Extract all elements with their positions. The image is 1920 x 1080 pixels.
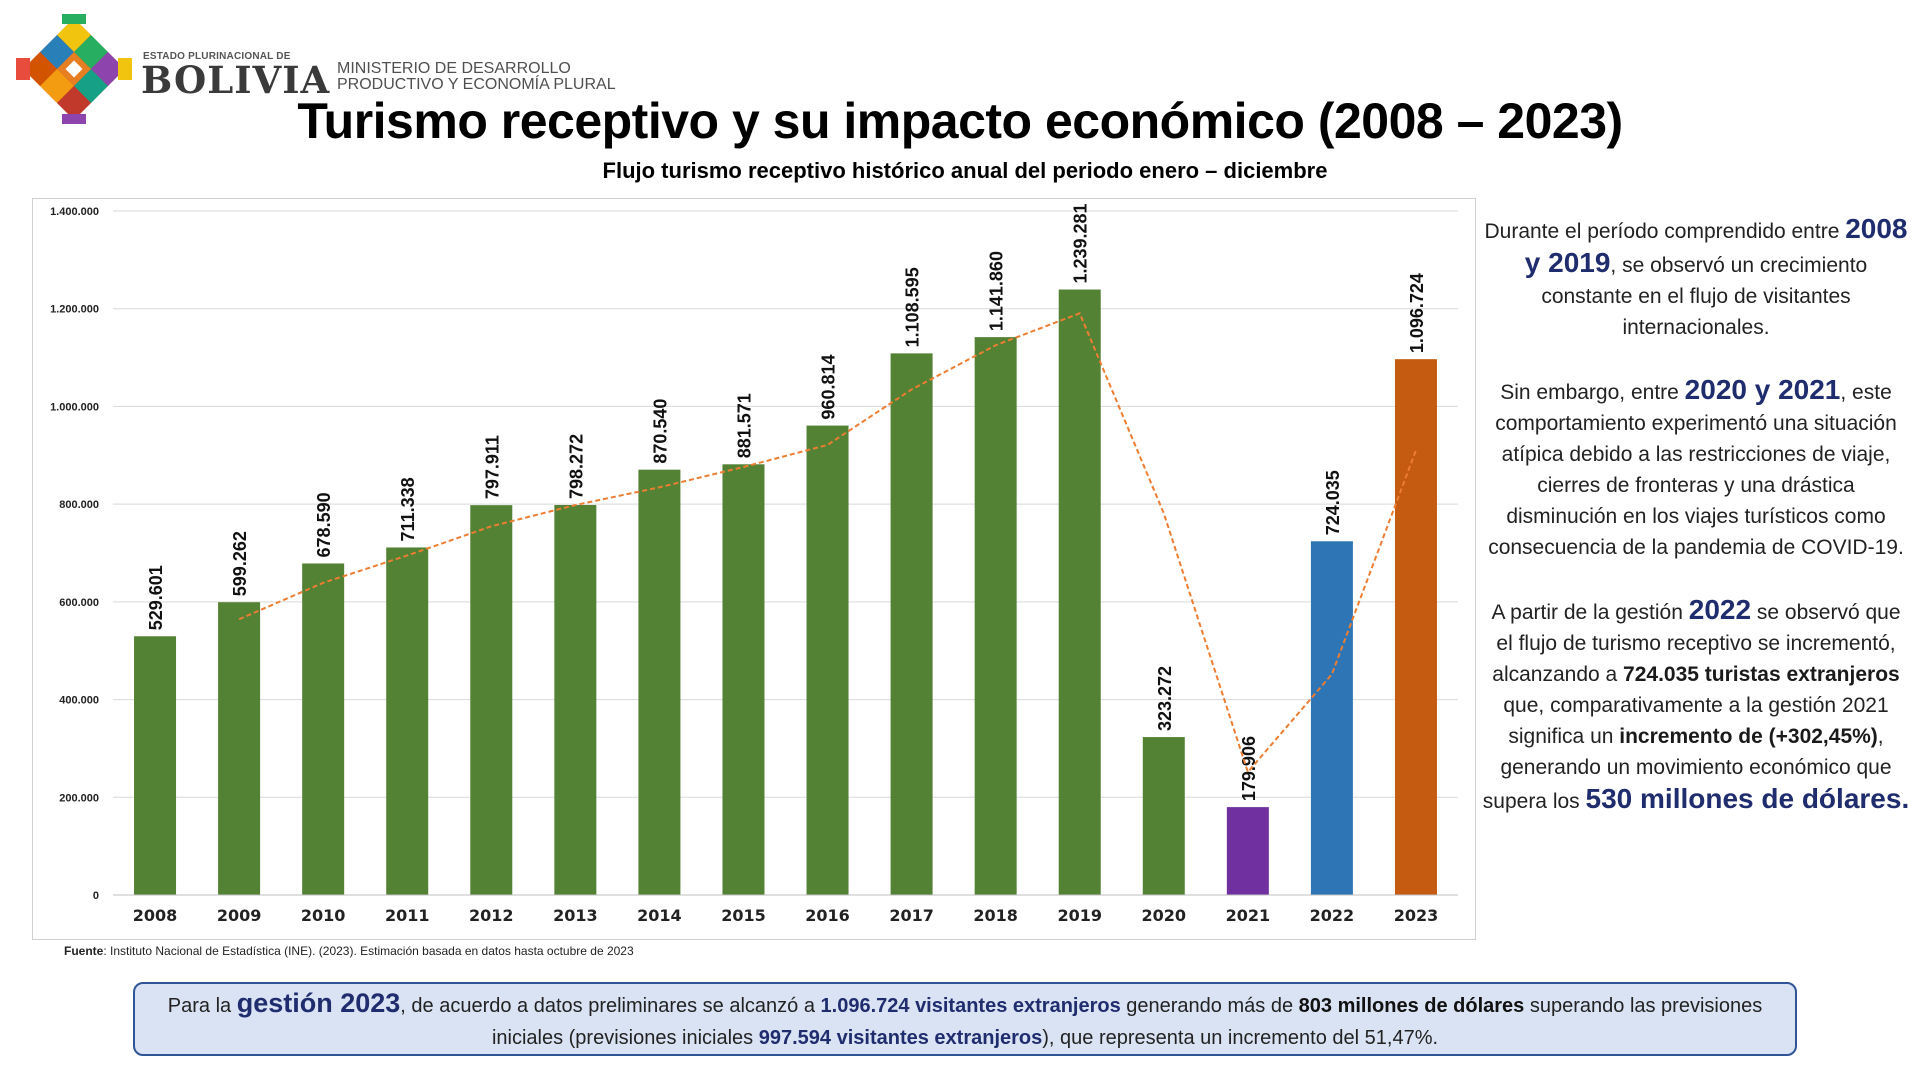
x-tick-label: 2015 (721, 906, 766, 925)
summary-forecast: 997.594 visitantes extranjeros (758, 1027, 1043, 1049)
data-label-2008: 529.601 (146, 565, 166, 630)
p2-text-b: , este comportamiento experimentó una si… (1488, 381, 1904, 559)
bar-2021 (1226, 807, 1269, 895)
y-tick-label: 1.200.000 (50, 304, 99, 316)
x-tick-label: 2014 (637, 906, 682, 925)
p3-text-b: se observó que el flujo de turismo recep… (1492, 601, 1901, 686)
x-tick-label: 2022 (1310, 906, 1355, 925)
p3-text-c: que, comparativamente a la gestión 2021 … (1503, 694, 1889, 748)
y-tick-label: 1.400.000 (50, 206, 99, 218)
y-tick-label: 1.000.000 (50, 401, 99, 413)
x-tick-label: 2019 (1057, 906, 1102, 925)
summary-text-4: superando las previsiones iniciales (pre… (491, 995, 1763, 1049)
x-tick-label: 2023 (1394, 906, 1439, 925)
x-tick-label: 2012 (469, 906, 514, 925)
y-tick-label: 600.000 (59, 597, 99, 609)
bar-2015 (722, 464, 765, 895)
x-tick-label: 2010 (301, 906, 346, 925)
summary-revenue: 803 millones de dólares (1298, 995, 1525, 1017)
summary-text-3: generando más de (1126, 995, 1294, 1017)
summary-text-2: , de acuerdo a datos preliminares se alc… (400, 995, 815, 1017)
y-tick-label: 0 (93, 890, 99, 902)
p3-bold-tourists: 724.035 turistas extranjeros (1623, 663, 1900, 686)
data-label-2015: 881.571 (734, 393, 754, 458)
p3-highlight: 2022 (1688, 594, 1752, 625)
source-note: Fuente: Instituto Nacional de Estadístic… (64, 944, 634, 958)
logo-country-name: BOLIVIA (141, 58, 331, 102)
p3-highlight-amount: 530 millones de dólares (1585, 783, 1902, 814)
bar-2019 (1058, 289, 1101, 895)
p1-text-a: Durante el período comprendido entre (1484, 220, 1840, 243)
chart-subtitle: Flujo turismo receptivo histórico anual … (602, 158, 1328, 183)
bolivia-emblem-logo (16, 14, 132, 124)
bar-chart: 0 200.000 400.000 600.000 800.000 1.000.000 1.… (50, 203, 1458, 925)
bar-2010 (302, 563, 345, 895)
summary-visitors: 1.096.724 visitantes extranjeros (820, 995, 1121, 1017)
data-label-2009: 599.262 (230, 531, 250, 596)
p1-highlight: 2008 y 2019 (1524, 213, 1908, 278)
data-label-2021: 179.906 (1239, 736, 1259, 801)
x-tick-label: 2020 (1142, 906, 1187, 925)
p3-text-a: A partir de la gestión (1491, 601, 1683, 624)
x-tick-label: 2013 (553, 906, 598, 925)
data-label-2014: 870.540 (650, 399, 670, 464)
bar-2018 (974, 337, 1017, 895)
data-label-2010: 678.590 (314, 492, 334, 557)
p3-bold-increase: incremento de (+302,45%) (1619, 725, 1878, 748)
data-label-2023: 1.096.724 (1407, 273, 1427, 353)
bar-2011 (386, 547, 429, 895)
page-title: Turismo receptivo y su impacto económico… (297, 93, 1623, 149)
p2-text-a: Sin embargo, entre (1500, 381, 1679, 404)
p1-text-b: , se observó un crecimiento constante en… (1541, 254, 1868, 339)
data-label-2012: 797.911 (482, 435, 502, 499)
paragraph-pandemic: Sin embargo, entre 2020 y 2021, este com… (1482, 374, 1910, 563)
x-tick-label: 2016 (805, 906, 850, 925)
source-text: : Instituto Nacional de Estadística (INE… (103, 944, 634, 958)
bar-2014 (638, 469, 681, 895)
data-label-2011: 711.338 (398, 477, 418, 541)
summary-callout: Para la gestión 2023, de acuerdo a datos… (133, 982, 1797, 1056)
x-tick-label: 2008 (133, 906, 178, 925)
summary-text-5: ), que representa un incremento del 51,4… (1042, 1027, 1439, 1049)
y-tick-label: 200.000 (59, 792, 99, 804)
y-tick-label: 800.000 (59, 499, 99, 511)
bar-2008 (134, 636, 177, 895)
bar-2020 (1142, 737, 1185, 895)
trendline (238, 312, 1417, 775)
ministry-line-2: PRODUCTIVO Y ECONOMÍA PLURAL (337, 76, 616, 93)
data-label-2017: 1.108.595 (903, 267, 923, 347)
logo-state-label: ESTADO PLURINACIONAL DE (143, 51, 291, 62)
x-tick-label: 2018 (973, 906, 1018, 925)
data-label-2018: 1.141.860 (987, 251, 1007, 331)
data-label-2022: 724.035 (1323, 470, 1343, 535)
ministry-line-1: MINISTERIO DE DESARROLLO (337, 60, 571, 77)
summary-text-1: Para la (167, 995, 232, 1017)
y-tick-label: 400.000 (59, 695, 99, 707)
bar-2012 (470, 505, 513, 895)
ministry-name: MINISTERIO DE DESARROLLO PRODUCTIVO Y EC… (337, 61, 616, 93)
summary-highlight-year: gestión 2023 (236, 988, 401, 1018)
bar-2023 (1394, 359, 1437, 895)
bar-2022 (1310, 541, 1353, 895)
x-tick-label: 2009 (217, 906, 262, 925)
data-label-2016: 960.814 (819, 354, 839, 419)
bar-2016 (806, 425, 849, 895)
x-tick-label: 2021 (1226, 906, 1271, 925)
source-label: Fuente (64, 944, 104, 958)
paragraph-growth: Durante el período comprendido entre 200… (1482, 213, 1910, 343)
side-commentary: Durante el período comprendido entre 200… (1482, 213, 1910, 817)
paragraph-recovery: A partir de la gestión 2022 se observó q… (1482, 594, 1910, 817)
data-label-2020: 323.272 (1155, 666, 1175, 731)
data-label-2013: 798.272 (566, 434, 586, 499)
bar-2017 (890, 353, 933, 895)
bar-2013 (554, 504, 597, 895)
p3-text-e: . (1901, 783, 1910, 814)
p2-highlight: 2020 y 2021 (1684, 374, 1841, 405)
bar-2009 (218, 602, 261, 895)
chart-frame: 0 200.000 400.000 600.000 800.000 1.000.000 1.… (32, 198, 1476, 940)
x-tick-label: 2011 (385, 906, 430, 925)
x-tick-label: 2017 (889, 906, 934, 925)
data-label-2019: 1.239.281 (1071, 203, 1091, 283)
p3-text-d: , generando un movimiento económico que … (1482, 725, 1892, 813)
